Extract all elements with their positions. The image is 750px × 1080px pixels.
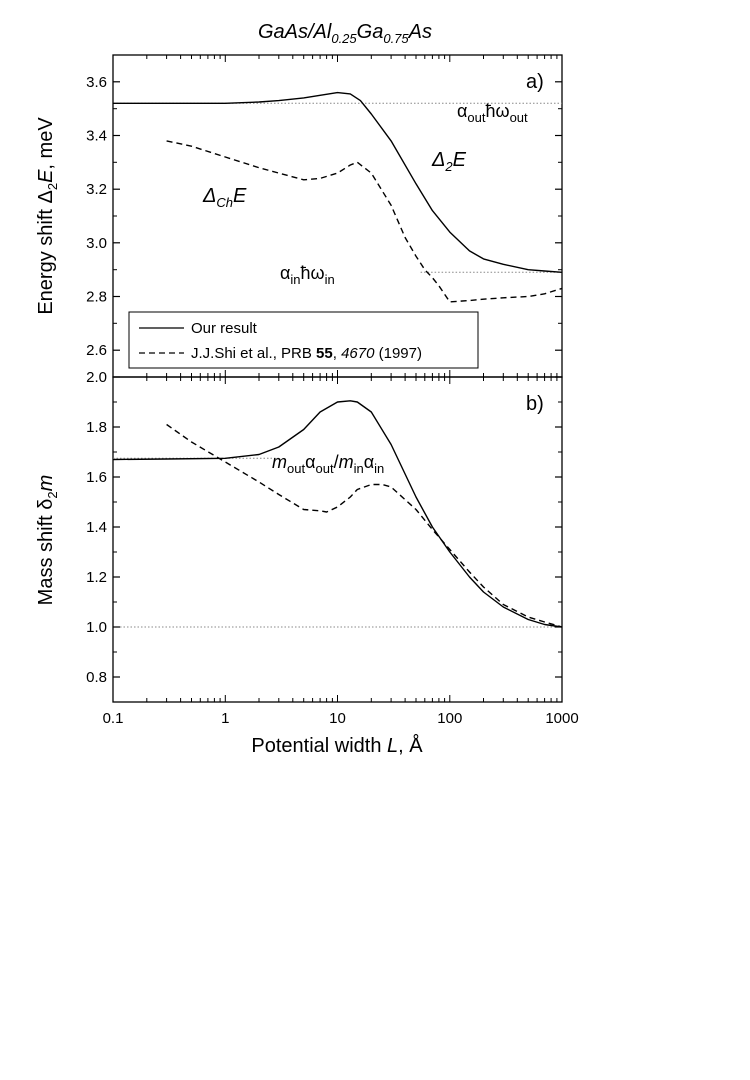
panel-b-ytick-label-1.6: 1.6 (86, 469, 107, 486)
panel-b-ylabel: Mass shift δ2m (35, 475, 60, 606)
panel-b-ytick-label-1.4: 1.4 (86, 519, 107, 536)
panel-b-tag: b) (526, 393, 544, 415)
xtick-label-1000: 1000 (545, 710, 578, 727)
annotation-delta2-e: Δ2E (431, 149, 467, 174)
figure-title: GaAs/Al0.25Ga0.75As (258, 21, 432, 46)
panel-b-series-shi-1997 (166, 423, 563, 628)
panel-a-ytick-label-3.4: 3.4 (86, 128, 107, 145)
panel-b-frame (112, 376, 563, 703)
panel-a-tag: a) (526, 71, 544, 93)
annotation-alpha-in-hw-in: αinħωin (280, 263, 335, 287)
panel-b-ytick-label-1.0: 1.0 (86, 619, 107, 636)
xtick-label-1: 1 (221, 710, 229, 727)
xtick-label-10: 10 (329, 710, 346, 727)
panel-a-series-our-result (113, 91, 563, 273)
panel-a-series-shi-1997 (166, 140, 563, 303)
panel-b-ytick-label-2.0: 2.0 (86, 369, 107, 386)
xtick-label-100: 100 (437, 710, 462, 727)
panel-b-series-our-result (112, 400, 563, 628)
panel-a-ylabel: Energy shift Δ2E, meV (35, 117, 60, 315)
xtick-label-0.1: 0.1 (103, 710, 124, 727)
legend-label-our-result: Our result (191, 320, 258, 337)
annotation-mass-ratio: moutαout/minαin (272, 452, 384, 476)
annotation-delta-ch-e: ΔChE (202, 185, 247, 210)
panel-a-ytick-label-2.8: 2.8 (86, 289, 107, 306)
panel-a: 2.6 2.8 3.0 3.2 3.4 3.6 (86, 55, 563, 377)
x-axis: 0.1 1 10 100 1000 (103, 710, 579, 727)
panel-b-ytick-label-1.8: 1.8 (86, 419, 107, 436)
legend-box (128, 311, 479, 369)
panel-a-ytick-label-3.6: 3.6 (86, 74, 107, 91)
panel-b: 0.8 1.0 1.2 1.4 1.6 1.8 2.0 (86, 369, 563, 702)
panel-b-ytick-label-1.2: 1.2 (86, 569, 107, 586)
legend: Our result J.J.Shi et al., PRB 55, 4670 … (128, 311, 479, 369)
x-axis-label: Potential width L, Å (251, 734, 423, 757)
panel-a-ytick-label-2.6: 2.6 (86, 342, 107, 359)
annotation-alpha-out-hw-out: αoutħωout (457, 101, 528, 125)
panel-a-ytick-label-3.0: 3.0 (86, 235, 107, 252)
panel-b-ytick-label-0.8: 0.8 (86, 669, 107, 686)
legend-label-shi: J.J.Shi et al., PRB 55, 4670 (1997) (191, 345, 422, 362)
panel-a-ytick-label-3.2: 3.2 (86, 181, 107, 198)
